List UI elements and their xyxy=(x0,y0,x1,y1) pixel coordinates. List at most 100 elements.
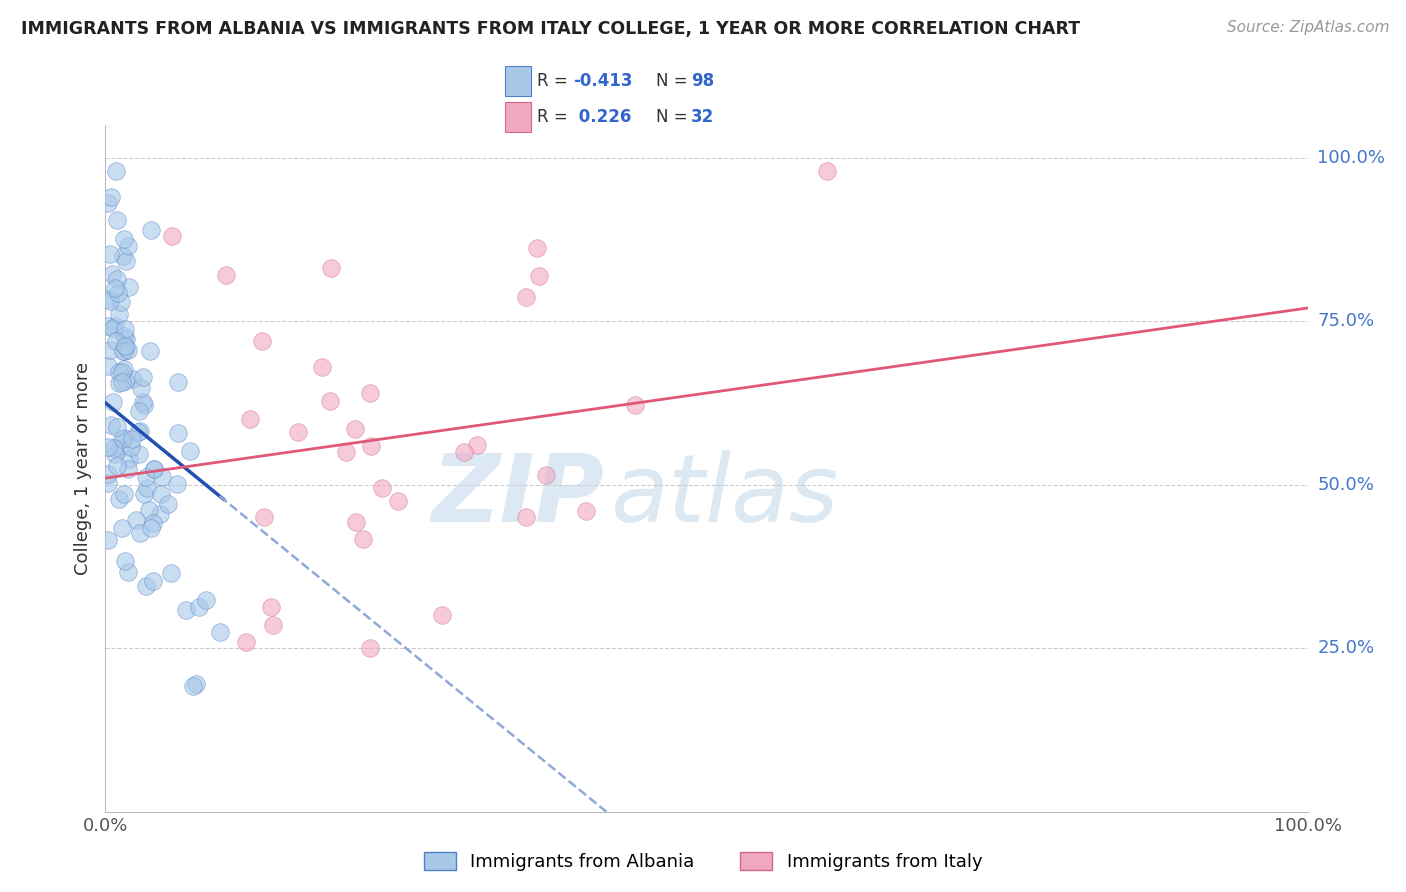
Point xyxy=(100,190,122,204)
Point xyxy=(515,290,537,304)
Point xyxy=(101,267,124,281)
Point xyxy=(112,343,135,358)
Text: 75.0%: 75.0% xyxy=(1317,312,1375,330)
Point xyxy=(139,222,162,236)
Point xyxy=(166,375,188,389)
Point xyxy=(138,503,160,517)
Point xyxy=(132,370,155,384)
Point xyxy=(250,334,273,348)
Point xyxy=(214,268,236,283)
Point xyxy=(359,641,381,656)
Point xyxy=(527,268,550,283)
Point xyxy=(112,329,135,343)
Point xyxy=(104,163,127,178)
Point xyxy=(453,444,475,458)
Point xyxy=(188,600,211,615)
Text: N =: N = xyxy=(657,72,688,90)
Point xyxy=(157,497,180,511)
Point xyxy=(115,332,138,346)
Point xyxy=(104,281,127,295)
Text: N =: N = xyxy=(657,108,688,126)
Text: atlas: atlas xyxy=(610,450,838,541)
Point xyxy=(108,376,131,390)
Point xyxy=(112,232,135,246)
Y-axis label: College, 1 year or more: College, 1 year or more xyxy=(73,362,91,574)
Point xyxy=(287,425,309,440)
Point xyxy=(166,425,188,440)
Point xyxy=(120,440,142,454)
Point xyxy=(311,359,333,374)
Point xyxy=(112,362,135,376)
Point xyxy=(150,470,173,484)
Point xyxy=(129,526,152,541)
Point xyxy=(465,438,488,452)
Point xyxy=(624,398,647,412)
Point xyxy=(117,462,139,476)
Point xyxy=(107,286,129,301)
Point xyxy=(97,440,120,454)
Point xyxy=(105,459,128,474)
Text: Source: ZipAtlas.com: Source: ZipAtlas.com xyxy=(1226,20,1389,35)
Point xyxy=(108,307,131,321)
Point xyxy=(97,467,120,482)
Point xyxy=(335,445,357,459)
Point xyxy=(117,565,139,579)
Point xyxy=(135,579,157,593)
Point xyxy=(132,398,155,412)
Point xyxy=(97,196,120,211)
Text: R =: R = xyxy=(537,72,568,90)
Point xyxy=(110,294,132,309)
Point xyxy=(321,260,343,275)
Point xyxy=(114,322,136,336)
Point xyxy=(143,462,166,476)
Point xyxy=(149,507,172,521)
Point xyxy=(371,481,394,495)
Legend: Immigrants from Albania, Immigrants from Italy: Immigrants from Albania, Immigrants from… xyxy=(416,845,990,879)
Point xyxy=(359,386,381,401)
Point xyxy=(149,486,172,500)
Point xyxy=(128,424,150,438)
Point xyxy=(111,249,134,263)
Point xyxy=(260,600,283,615)
Point xyxy=(166,477,188,491)
Text: 100.0%: 100.0% xyxy=(1317,149,1385,167)
Text: ZIP: ZIP xyxy=(432,450,605,541)
Point xyxy=(104,318,127,333)
Text: IMMIGRANTS FROM ALBANIA VS IMMIGRANTS FROM ITALY COLLEGE, 1 YEAR OR MORE CORRELA: IMMIGRANTS FROM ALBANIA VS IMMIGRANTS FR… xyxy=(21,20,1080,37)
Point xyxy=(239,412,262,426)
Point xyxy=(121,432,143,446)
Point xyxy=(139,344,162,359)
Point xyxy=(132,486,155,500)
Point xyxy=(107,365,129,379)
Point xyxy=(179,444,201,458)
Point xyxy=(515,510,537,524)
Point xyxy=(184,676,207,690)
Point xyxy=(136,481,159,495)
Point xyxy=(129,381,152,395)
Point xyxy=(352,533,374,547)
Point xyxy=(110,520,132,534)
FancyBboxPatch shape xyxy=(505,66,531,95)
Point xyxy=(103,442,125,456)
Point xyxy=(105,213,128,227)
Point xyxy=(209,625,232,640)
Point xyxy=(253,509,276,524)
Point xyxy=(139,521,162,535)
Point xyxy=(105,419,128,434)
Point xyxy=(114,341,136,355)
Text: 50.0%: 50.0% xyxy=(1317,475,1374,493)
Point xyxy=(125,513,148,527)
Point xyxy=(108,491,131,506)
Point xyxy=(142,516,165,531)
Text: -0.413: -0.413 xyxy=(574,72,633,90)
Point xyxy=(100,417,122,432)
Point xyxy=(97,319,120,334)
Point xyxy=(319,393,342,408)
Point xyxy=(815,163,838,178)
Point xyxy=(97,475,120,490)
Point xyxy=(128,404,150,418)
Point xyxy=(575,504,598,518)
Point xyxy=(104,447,127,461)
Point xyxy=(105,334,128,348)
Point xyxy=(117,343,139,358)
